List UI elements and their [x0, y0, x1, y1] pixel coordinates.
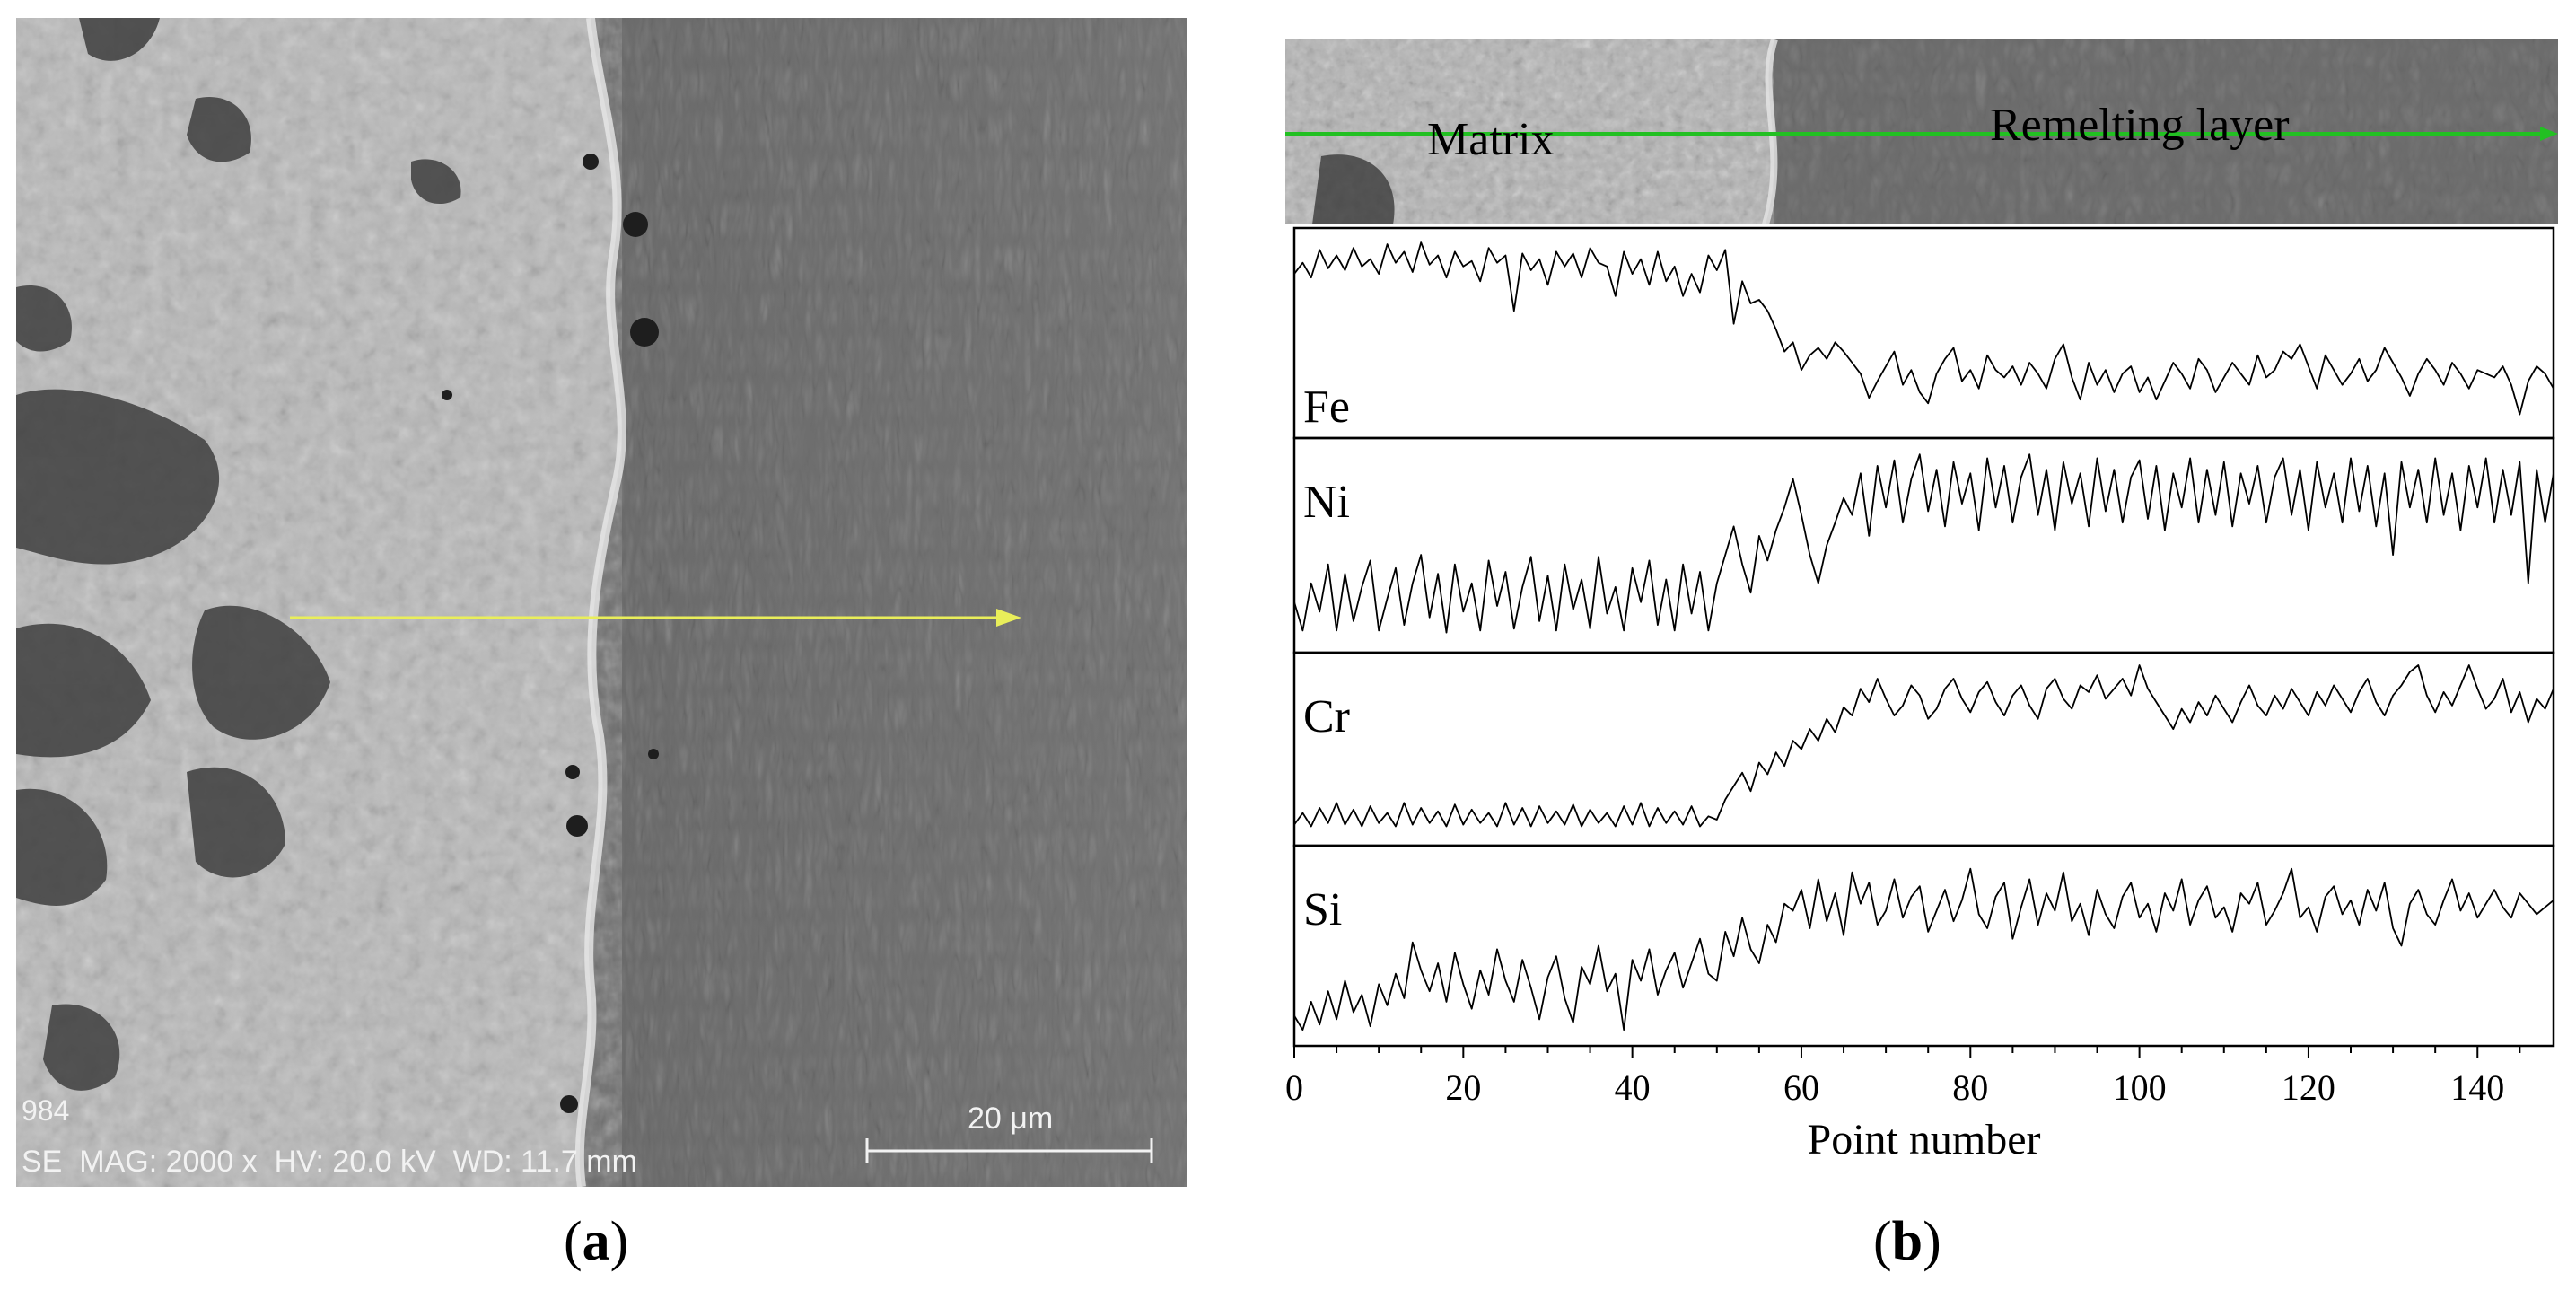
x-tick-label: 80 — [1952, 1067, 1988, 1108]
x-tick-label: 40 — [1615, 1067, 1651, 1108]
panel-frame-ni — [1292, 436, 2555, 654]
series-line-ni — [1293, 453, 2554, 634]
panel-a-label-letter: a — [582, 1211, 610, 1272]
panel-a-label-open: ( — [564, 1211, 583, 1272]
panel-a-label: (a) — [564, 1210, 628, 1274]
series-label-fe: Fe — [1303, 382, 1350, 433]
x-tick-label: 140 — [2450, 1067, 2504, 1108]
series-label-cr: Cr — [1303, 691, 1350, 742]
x-tick-label: 120 — [2282, 1067, 2335, 1108]
panel-frame-si — [1292, 844, 2555, 1048]
line-profile-chart: Fe Ni Cr Si 0 20 40 60 80 100 120 140 Point number — [1285, 226, 2555, 1163]
panel-b-label-open: ( — [1873, 1211, 1892, 1272]
x-tick-label: 60 — [1783, 1067, 1819, 1108]
scale-bar — [865, 1138, 1153, 1163]
series-line-si — [1293, 867, 2554, 1031]
x-tick-label: 0 — [1285, 1067, 1303, 1108]
panel-b-label-letter: b — [1891, 1211, 1923, 1272]
panel-frame-fe — [1292, 226, 2555, 440]
sem-info-line: SE MAG: 2000 x HV: 20.0 kV WD: 11.7 mm — [22, 1145, 637, 1179]
x-tick-label: 100 — [2113, 1067, 2167, 1108]
panel-b-label-close: ) — [1923, 1211, 1941, 1272]
series-label-si: Si — [1303, 884, 1342, 935]
series-line-fe — [1293, 241, 2554, 416]
series-line-cr — [1293, 664, 2554, 828]
line-scan-image: Matrix Remelting layer — [1285, 39, 2558, 224]
panel-b-label: (b) — [1873, 1210, 1941, 1274]
panel-frame-cr — [1292, 651, 2555, 847]
x-tick-label: 20 — [1445, 1067, 1481, 1108]
sem-info-id: 984 — [22, 1094, 69, 1127]
scale-bar-label: 20 μm — [968, 1102, 1053, 1136]
region-left-label: Matrix — [1427, 114, 1555, 165]
sem-micrograph: 984 SE MAG: 2000 x HV: 20.0 kV WD: 11.7 … — [16, 18, 1187, 1187]
region-right-label: Remelting layer — [1990, 100, 2290, 151]
series-label-ni: Ni — [1303, 477, 1350, 528]
panel-a-label-close: ) — [609, 1211, 629, 1272]
x-axis-label: Point number — [1808, 1116, 2041, 1163]
